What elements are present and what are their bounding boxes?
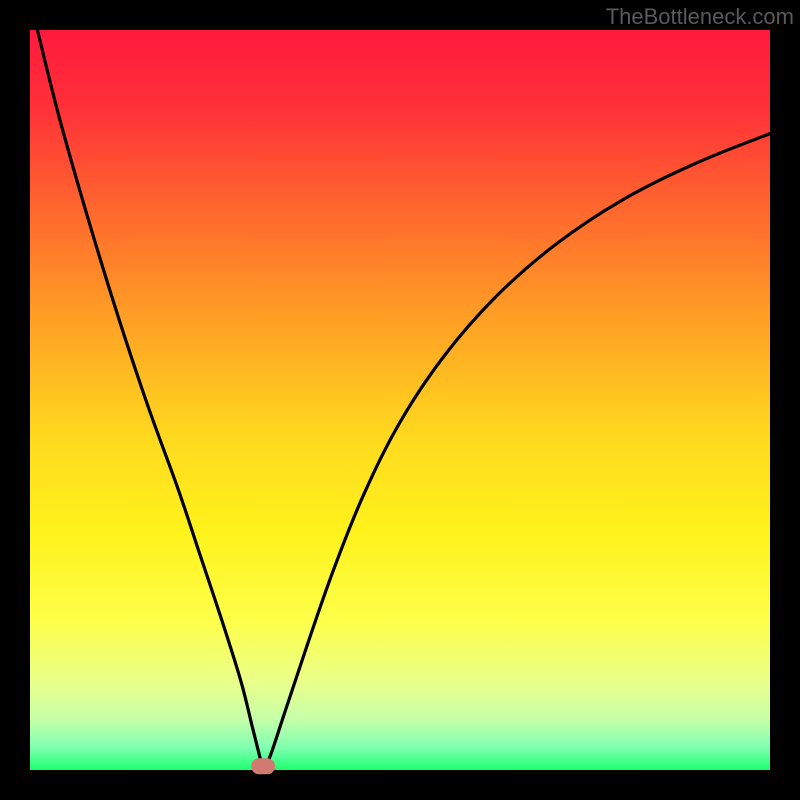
plot-gradient-background xyxy=(30,30,770,770)
bottleneck-chart: TheBottleneck.com xyxy=(0,0,800,800)
chart-svg xyxy=(0,0,800,800)
watermark-text: TheBottleneck.com xyxy=(606,4,794,30)
minimum-marker xyxy=(251,758,275,774)
